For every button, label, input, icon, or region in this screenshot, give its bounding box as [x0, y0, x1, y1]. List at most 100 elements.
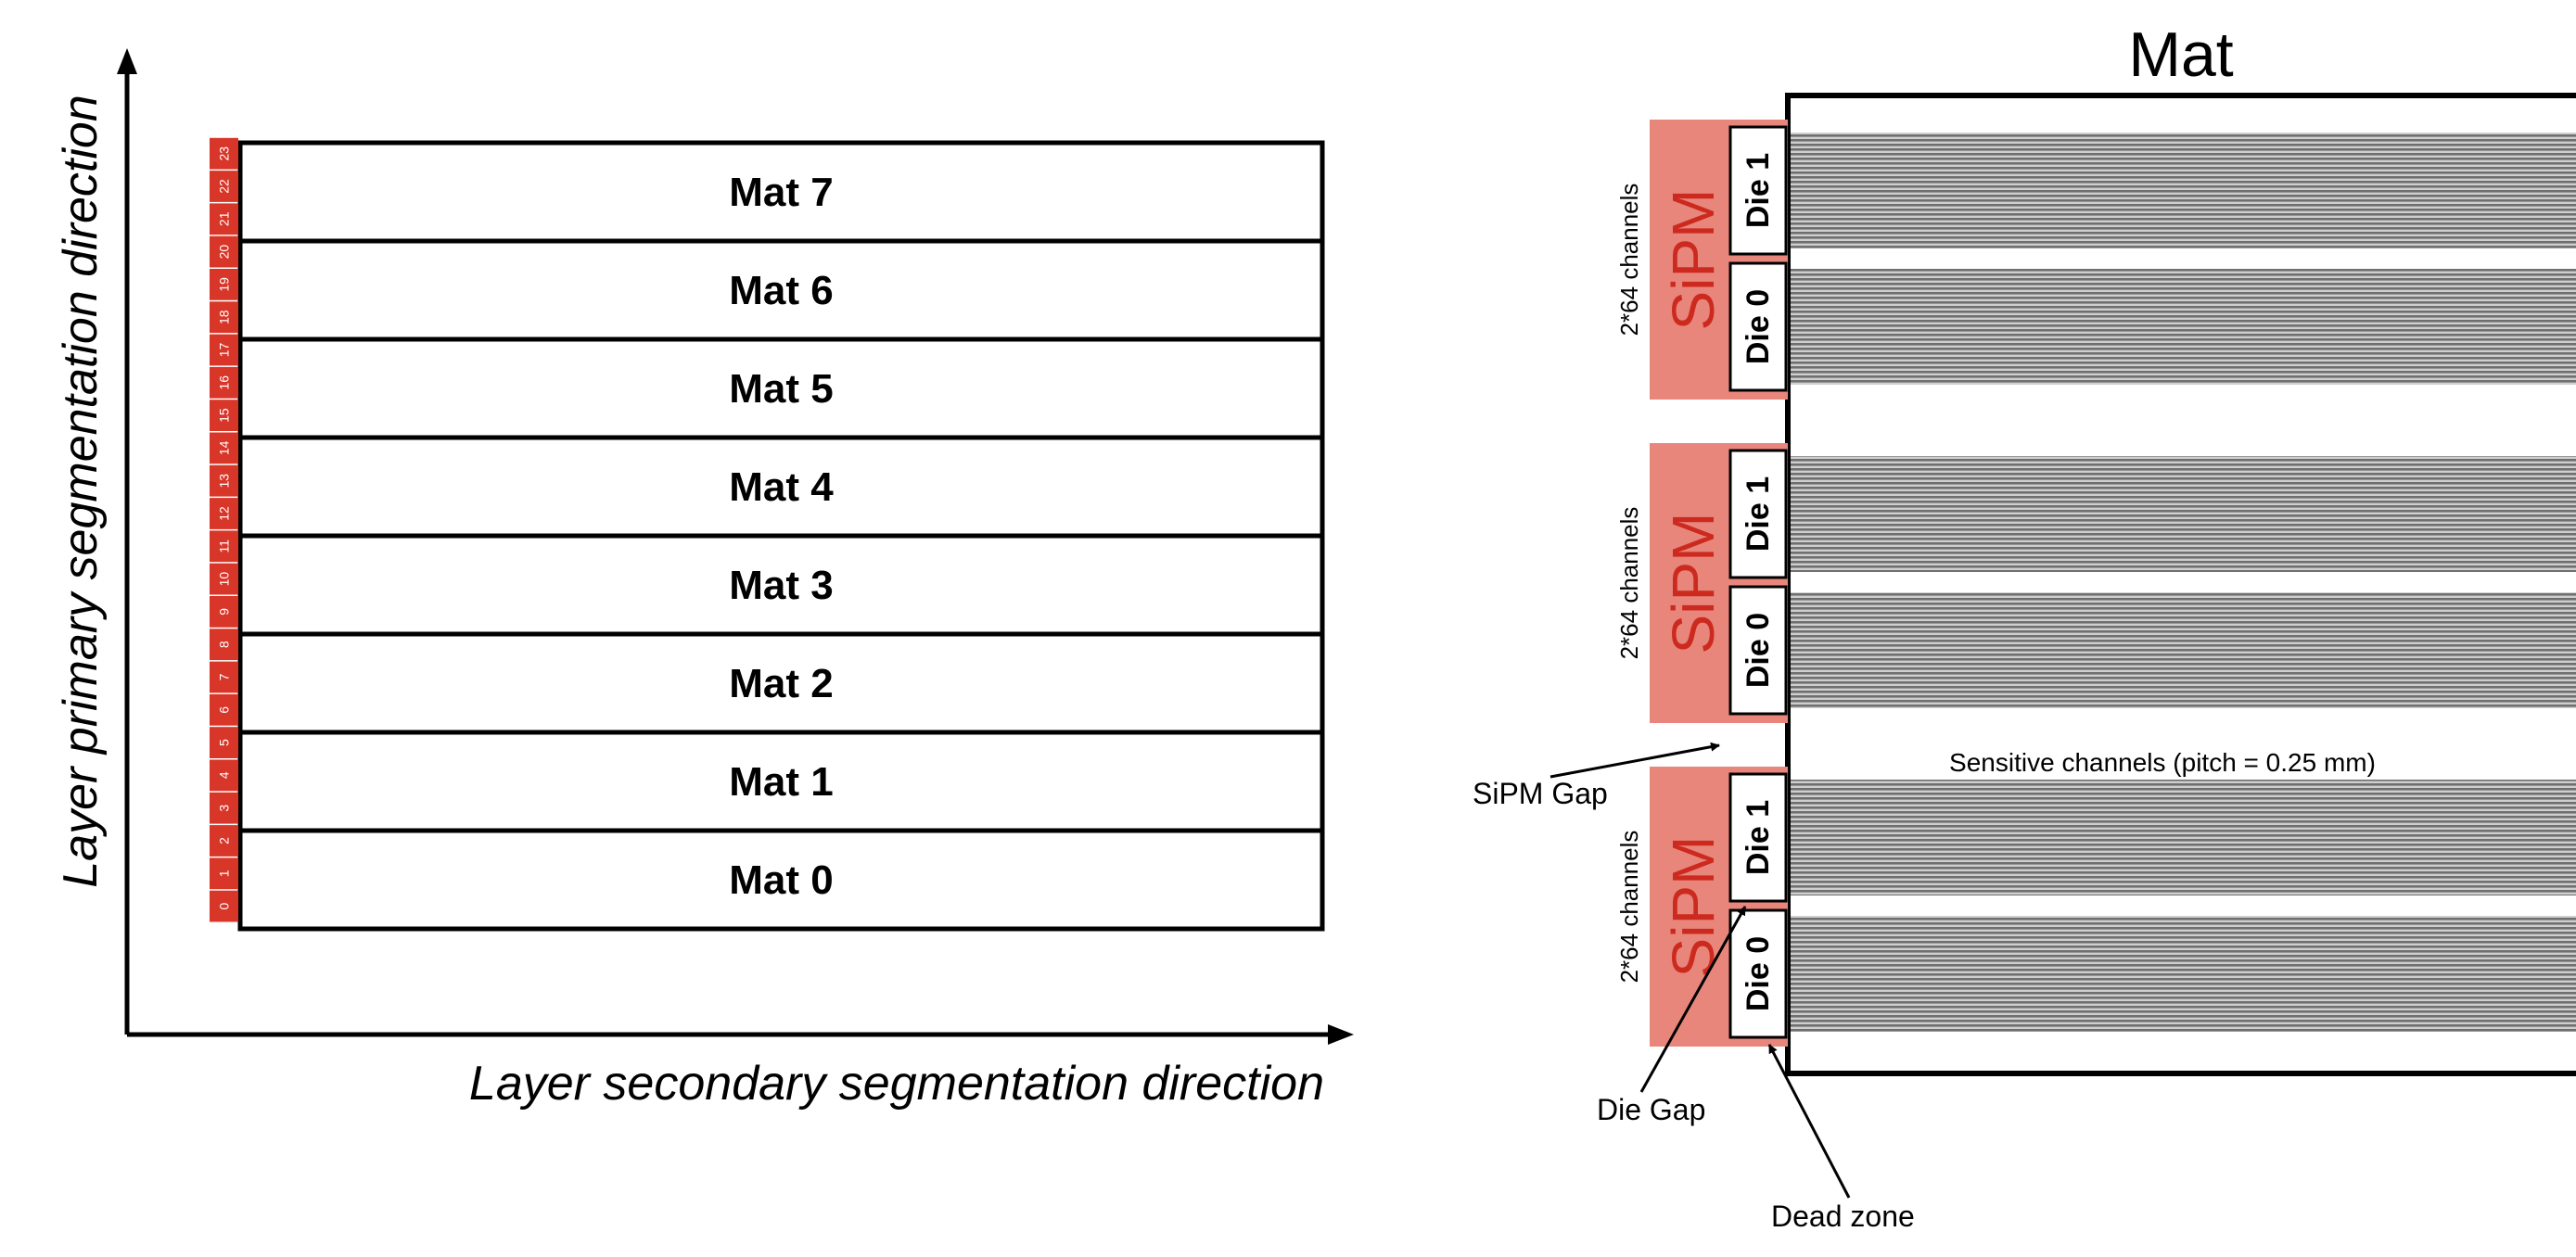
- die-unit: Die 1: [1728, 772, 2576, 903]
- die-box: [1728, 585, 1788, 716]
- die-label: Die 0: [1741, 289, 1776, 364]
- dead-zone-label: Dead zone: [1771, 1200, 1915, 1233]
- channel-box: [210, 693, 238, 726]
- channel-cell: 16: [210, 366, 238, 399]
- channel-index: 12: [217, 506, 232, 521]
- channel-index: 16: [217, 375, 232, 390]
- mat-label: Mat 5: [729, 366, 833, 412]
- mat-row: Mat 2: [237, 631, 1325, 735]
- channel-index: 19: [217, 277, 232, 292]
- die-gap-pointer: [1639, 906, 1747, 1093]
- channels-label: 2*64 channels: [1615, 831, 1643, 984]
- mat-box: [237, 828, 1325, 932]
- channel-box: [210, 628, 238, 661]
- die-box: [1728, 449, 1788, 579]
- channel-box: [210, 400, 238, 431]
- channel-cell: 13: [210, 464, 238, 497]
- channel-cell: 22: [210, 171, 238, 202]
- channel-box: [210, 596, 238, 628]
- x-axis-label: Layer secondary segmentation direction: [469, 1057, 1324, 1111]
- channel-index: 23: [217, 146, 232, 161]
- mat-box: [237, 336, 1325, 440]
- channel-index: 0: [217, 902, 232, 909]
- channel-index: 13: [217, 474, 232, 489]
- mat-box: [237, 533, 1325, 637]
- channel-box: [210, 171, 238, 202]
- sipm-module: SiPM 2*64 channels Die 1 Die 0: [1615, 443, 2576, 723]
- sensitive-channel-band: [1791, 780, 2576, 895]
- mat-label: Mat 1: [729, 759, 833, 805]
- die-label: Die 1: [1741, 800, 1776, 875]
- channel-index: 11: [217, 540, 232, 553]
- channel-cell: 7: [210, 661, 238, 693]
- mat-row: Mat 6: [237, 238, 1325, 342]
- mat-label: Mat 7: [729, 170, 833, 215]
- sipm-label: SiPM: [1660, 513, 1727, 654]
- channel-index: 21: [217, 211, 232, 226]
- mat-box: [237, 631, 1325, 735]
- sensitive-channel-band: [1791, 133, 2576, 248]
- mat-label: Mat 4: [729, 464, 834, 510]
- channel-cell: 6: [210, 693, 238, 726]
- mat-row: Mat 3: [237, 533, 1325, 637]
- sipm-label: SiPM: [1660, 189, 1727, 331]
- channel-index: 5: [217, 739, 232, 746]
- channel-box: [210, 759, 238, 792]
- y-axis-arrowhead: [117, 48, 137, 74]
- channel-box: [210, 464, 238, 497]
- channel-cell: 12: [210, 498, 238, 529]
- channel-index: 3: [217, 805, 232, 812]
- channel-cell: 20: [210, 235, 238, 268]
- die-box: [1728, 772, 1788, 903]
- channel-cell: 17: [210, 334, 238, 366]
- mat-box: [237, 435, 1325, 539]
- x-axis-arrowhead: [1328, 1024, 1354, 1045]
- sensitive-channel-band: [1791, 269, 2576, 385]
- dead-zone-pointer: [1767, 1044, 1851, 1199]
- channel-cell: 4: [210, 759, 238, 792]
- channel-cell: 8: [210, 628, 238, 661]
- sensitive-channels-label: Sensitive channels (pitch = 0.25 mm): [1949, 748, 2376, 777]
- y-axis-label: Layer primary segmentation direction: [54, 95, 108, 888]
- channel-box: [210, 661, 238, 693]
- left-layer-diagram: Layer primary segmentation direction Lay…: [54, 48, 1354, 1111]
- die-box: [1728, 908, 1788, 1039]
- mat-box: [237, 140, 1325, 244]
- channel-box: [210, 825, 238, 857]
- channel-box: [210, 792, 238, 824]
- channel-index: 17: [217, 343, 232, 358]
- channel-cell: 5: [210, 727, 238, 758]
- channel-cell: 10: [210, 563, 238, 595]
- right-mat-diagram: Mat SiPM 2*64 channels Die 1 Die 0 SiPM 2*64 …: [1473, 19, 2576, 1233]
- mat-box: [237, 238, 1325, 342]
- mat-row: Mat 0: [237, 828, 1325, 932]
- die-unit: Die 0: [1728, 585, 2576, 716]
- channel-index: 10: [217, 572, 232, 587]
- channel-index: 14: [217, 440, 232, 455]
- die-label: Die 1: [1741, 153, 1776, 228]
- channel-cell: 23: [210, 137, 238, 170]
- mats-stack: Mat 7 Mat 6 Mat 5 Mat 4 Mat 3 Mat 2 Mat 1 Mat 0: [237, 140, 1325, 932]
- channel-box: [210, 203, 238, 235]
- channel-cell: 0: [210, 890, 238, 922]
- channel-cell: 1: [210, 857, 238, 890]
- channel-index: 20: [217, 245, 232, 260]
- mat-label: Mat 3: [729, 563, 833, 608]
- sipm-gap-label: SiPM Gap: [1473, 777, 1608, 810]
- sipm-module: SiPM 2*64 channels Die 1 Die 0: [1615, 767, 2576, 1047]
- channel-box: [210, 301, 238, 334]
- mat-label: Mat 0: [729, 857, 833, 903]
- die-label: Die 0: [1741, 613, 1776, 688]
- channel-box: [210, 366, 238, 399]
- mat-box: [237, 730, 1325, 833]
- channel-index: 7: [217, 673, 232, 680]
- channel-cell: 15: [210, 400, 238, 431]
- channel-cell: 3: [210, 792, 238, 824]
- channel-index: 9: [217, 608, 232, 616]
- sensitive-channel-band: [1791, 916, 2576, 1032]
- channel-box: [210, 432, 238, 464]
- die-gap-label: Die Gap: [1597, 1093, 1705, 1126]
- mat-label: Mat 2: [729, 661, 833, 706]
